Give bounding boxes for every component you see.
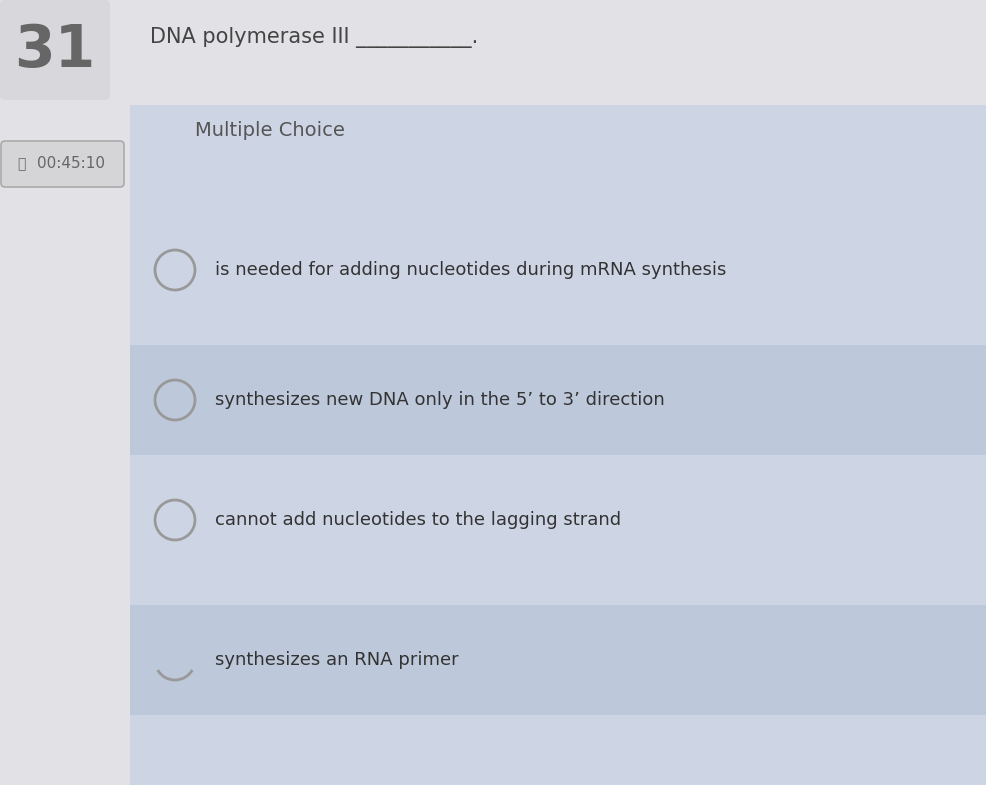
Text: DNA polymerase III ___________.: DNA polymerase III ___________. [150, 27, 478, 49]
Text: is needed for adding nucleotides during mRNA synthesis: is needed for adding nucleotides during … [215, 261, 727, 279]
Text: 31: 31 [15, 21, 96, 78]
Text: ⌛: ⌛ [17, 157, 26, 171]
Text: synthesizes new DNA only in the 5’ to 3’ direction: synthesizes new DNA only in the 5’ to 3’… [215, 391, 665, 409]
Text: synthesizes an RNA primer: synthesizes an RNA primer [215, 651, 458, 669]
Text: cannot add nucleotides to the lagging strand: cannot add nucleotides to the lagging st… [215, 511, 621, 529]
FancyBboxPatch shape [1, 141, 124, 187]
Text: 00:45:10: 00:45:10 [36, 156, 105, 171]
FancyBboxPatch shape [130, 345, 986, 455]
FancyBboxPatch shape [130, 105, 986, 785]
FancyBboxPatch shape [0, 0, 110, 100]
Text: Multiple Choice: Multiple Choice [195, 121, 345, 140]
FancyBboxPatch shape [130, 605, 986, 715]
